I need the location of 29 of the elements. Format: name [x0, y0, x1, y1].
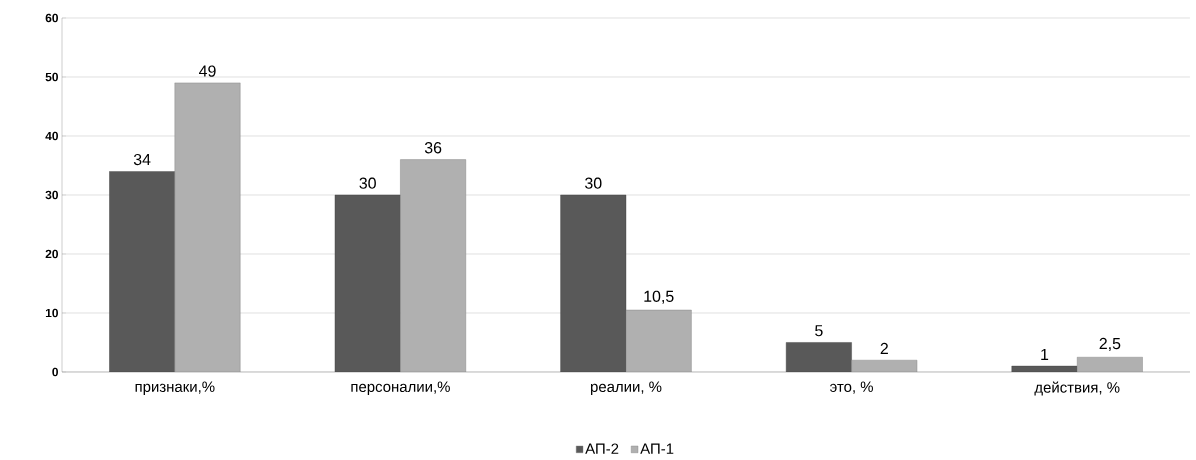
data-label: 2 — [880, 342, 888, 354]
data-label: 34 — [133, 153, 151, 166]
y-tick-label: 50 — [45, 72, 58, 82]
x-tick-label: действия, % — [1034, 381, 1120, 396]
data-label: 30 — [359, 177, 376, 189]
y-tick-label: 0 — [52, 367, 58, 377]
legend-label: АП-1 — [640, 443, 674, 454]
bar — [560, 194, 627, 372]
data-label: 1 — [1041, 348, 1049, 360]
legend-label: АП-2 — [585, 443, 619, 454]
y-tick-label: 30 — [45, 190, 58, 200]
bar — [1011, 365, 1078, 372]
data-label: 5 — [815, 325, 823, 337]
data-label: 36 — [424, 142, 442, 154]
bar — [109, 171, 176, 372]
y-tick-label: 40 — [45, 131, 58, 141]
bar — [334, 194, 401, 372]
x-tick-label: признаки,% — [135, 381, 215, 395]
bar — [785, 342, 852, 372]
data-label: 30 — [585, 177, 602, 189]
data-label: 49 — [199, 65, 216, 77]
y-tick-label: 20 — [45, 249, 58, 259]
y-tick-label: 10 — [45, 308, 58, 318]
x-tick-label: персоналии,% — [351, 381, 450, 395]
x-tick-label: реалии, % — [591, 381, 662, 395]
data-label: 10,5 — [644, 290, 674, 304]
x-tick-label: это, % — [830, 381, 873, 394]
data-label: 2,5 — [1099, 337, 1121, 352]
y-tick-label: 60 — [45, 13, 58, 23]
